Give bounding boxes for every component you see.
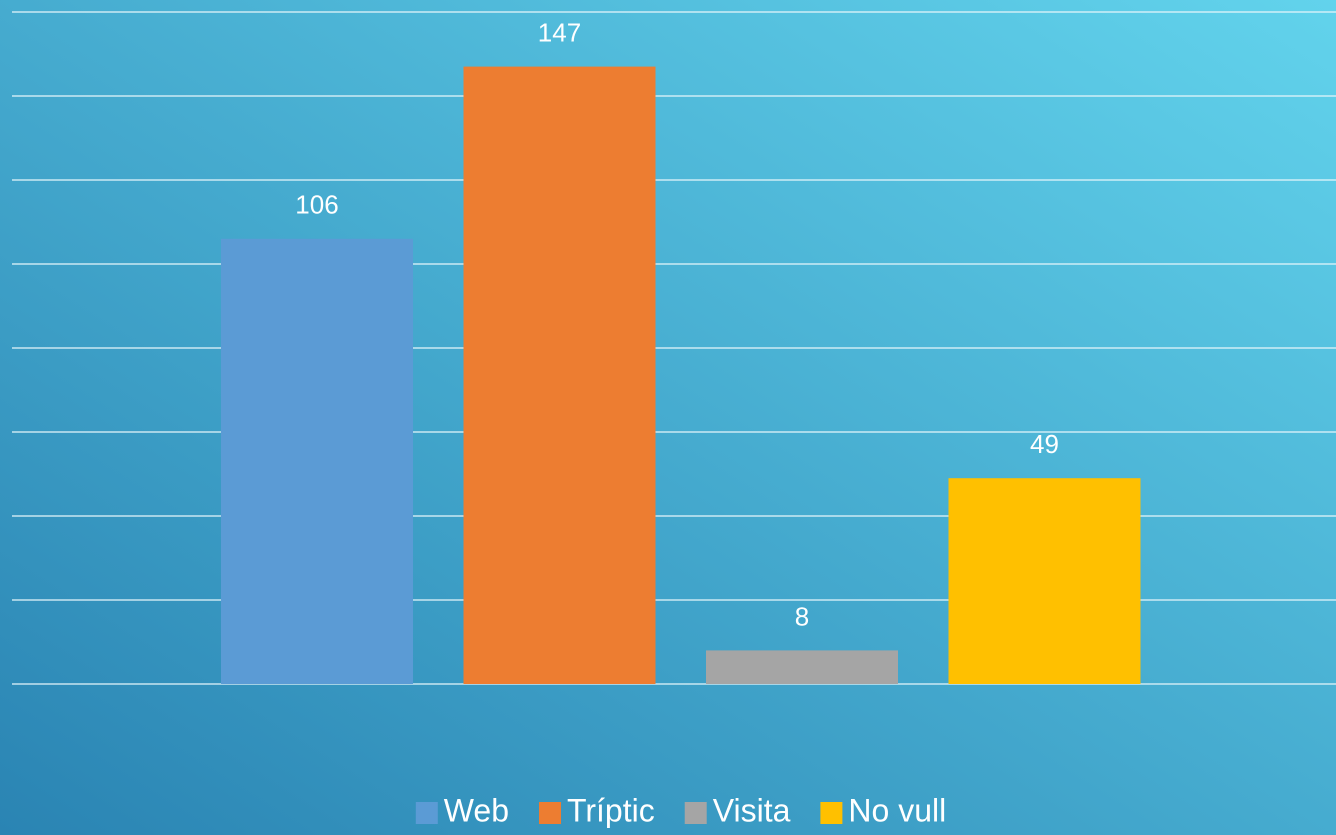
data-label: 147 [538, 17, 581, 47]
bar [221, 238, 413, 685]
legend-label: Visita [713, 792, 791, 828]
legend-swatch [820, 802, 843, 824]
bar [463, 66, 656, 685]
bar [706, 650, 898, 684]
legend-swatch [684, 802, 707, 824]
legend-label: Tríptic [567, 792, 655, 828]
legend-label: Web [444, 792, 509, 828]
legend-label: No vull [848, 792, 946, 828]
data-label: 8 [795, 601, 809, 631]
data-label: 106 [295, 190, 338, 220]
legend-swatch [415, 802, 438, 824]
legend: Web Tríptic Visita No vull [415, 792, 946, 828]
data-label: 49 [1030, 429, 1059, 459]
bar [948, 478, 1141, 684]
legend-swatch [539, 802, 562, 824]
